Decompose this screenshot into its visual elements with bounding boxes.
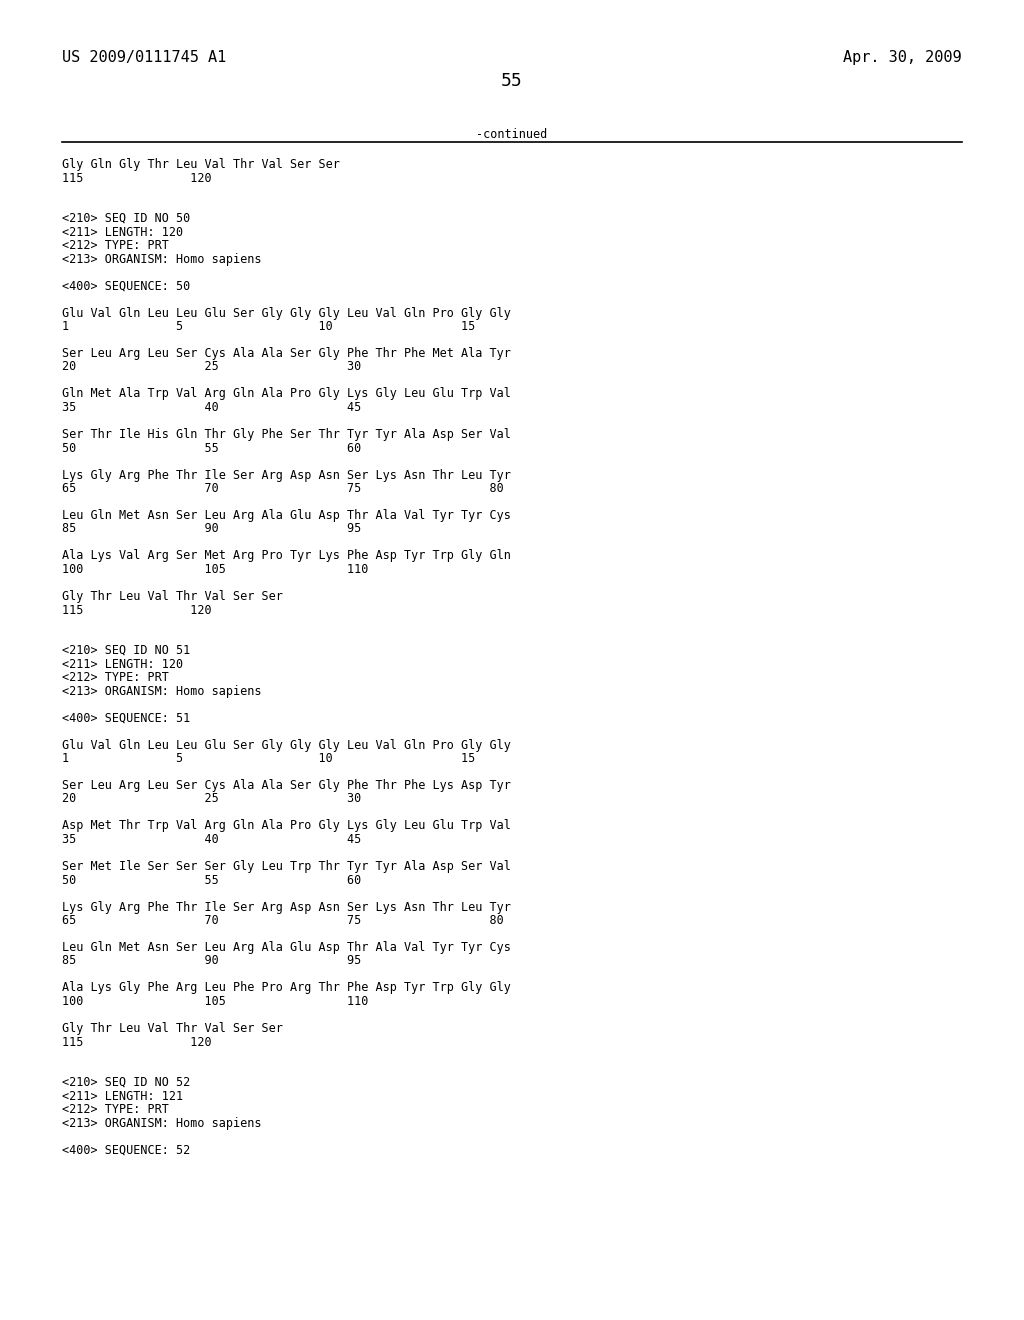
Text: 85                  90                  95: 85 90 95 (62, 523, 361, 536)
Text: Lys Gly Arg Phe Thr Ile Ser Arg Asp Asn Ser Lys Asn Thr Leu Tyr: Lys Gly Arg Phe Thr Ile Ser Arg Asp Asn … (62, 469, 511, 482)
Text: <212> TYPE: PRT: <212> TYPE: PRT (62, 1104, 169, 1115)
Text: <210> SEQ ID NO 51: <210> SEQ ID NO 51 (62, 644, 190, 657)
Text: Gln Met Ala Trp Val Arg Gln Ala Pro Gly Lys Gly Leu Glu Trp Val: Gln Met Ala Trp Val Arg Gln Ala Pro Gly … (62, 388, 511, 400)
Text: US 2009/0111745 A1: US 2009/0111745 A1 (62, 50, 226, 65)
Text: <400> SEQUENCE: 51: <400> SEQUENCE: 51 (62, 711, 190, 725)
Text: <210> SEQ ID NO 52: <210> SEQ ID NO 52 (62, 1076, 190, 1089)
Text: 85                  90                  95: 85 90 95 (62, 954, 361, 968)
Text: 115               120: 115 120 (62, 1035, 212, 1048)
Text: 35                  40                  45: 35 40 45 (62, 401, 361, 414)
Text: Ser Leu Arg Leu Ser Cys Ala Ala Ser Gly Phe Thr Phe Lys Asp Tyr: Ser Leu Arg Leu Ser Cys Ala Ala Ser Gly … (62, 779, 511, 792)
Text: 115               120: 115 120 (62, 603, 212, 616)
Text: 1               5                   10                  15: 1 5 10 15 (62, 752, 475, 766)
Text: <210> SEQ ID NO 50: <210> SEQ ID NO 50 (62, 213, 190, 224)
Text: 35                  40                  45: 35 40 45 (62, 833, 361, 846)
Text: Leu Gln Met Asn Ser Leu Arg Ala Glu Asp Thr Ala Val Tyr Tyr Cys: Leu Gln Met Asn Ser Leu Arg Ala Glu Asp … (62, 941, 511, 954)
Text: <213> ORGANISM: Homo sapiens: <213> ORGANISM: Homo sapiens (62, 1117, 261, 1130)
Text: 115               120: 115 120 (62, 172, 212, 185)
Text: Asp Met Thr Trp Val Arg Gln Ala Pro Gly Lys Gly Leu Glu Trp Val: Asp Met Thr Trp Val Arg Gln Ala Pro Gly … (62, 820, 511, 833)
Text: Ser Thr Ile His Gln Thr Gly Phe Ser Thr Tyr Tyr Ala Asp Ser Val: Ser Thr Ile His Gln Thr Gly Phe Ser Thr … (62, 428, 511, 441)
Text: <400> SEQUENCE: 50: <400> SEQUENCE: 50 (62, 280, 190, 293)
Text: <400> SEQUENCE: 52: <400> SEQUENCE: 52 (62, 1143, 190, 1156)
Text: 65                  70                  75                  80: 65 70 75 80 (62, 913, 504, 927)
Text: 50                  55                  60: 50 55 60 (62, 874, 361, 887)
Text: Gly Thr Leu Val Thr Val Ser Ser: Gly Thr Leu Val Thr Val Ser Ser (62, 590, 283, 603)
Text: 55: 55 (501, 73, 523, 90)
Text: Gly Gln Gly Thr Leu Val Thr Val Ser Ser: Gly Gln Gly Thr Leu Val Thr Val Ser Ser (62, 158, 340, 172)
Text: <211> LENGTH: 120: <211> LENGTH: 120 (62, 226, 183, 239)
Text: Glu Val Gln Leu Leu Glu Ser Gly Gly Gly Leu Val Gln Pro Gly Gly: Glu Val Gln Leu Leu Glu Ser Gly Gly Gly … (62, 738, 511, 751)
Text: Ala Lys Gly Phe Arg Leu Phe Pro Arg Thr Phe Asp Tyr Trp Gly Gly: Ala Lys Gly Phe Arg Leu Phe Pro Arg Thr … (62, 982, 511, 994)
Text: Lys Gly Arg Phe Thr Ile Ser Arg Asp Asn Ser Lys Asn Thr Leu Tyr: Lys Gly Arg Phe Thr Ile Ser Arg Asp Asn … (62, 900, 511, 913)
Text: 100                 105                 110: 100 105 110 (62, 564, 369, 576)
Text: Gly Thr Leu Val Thr Val Ser Ser: Gly Thr Leu Val Thr Val Ser Ser (62, 1022, 283, 1035)
Text: Ser Met Ile Ser Ser Ser Gly Leu Trp Thr Tyr Tyr Ala Asp Ser Val: Ser Met Ile Ser Ser Ser Gly Leu Trp Thr … (62, 861, 511, 873)
Text: Ser Leu Arg Leu Ser Cys Ala Ala Ser Gly Phe Thr Phe Met Ala Tyr: Ser Leu Arg Leu Ser Cys Ala Ala Ser Gly … (62, 347, 511, 360)
Text: 50                  55                  60: 50 55 60 (62, 441, 361, 454)
Text: <213> ORGANISM: Homo sapiens: <213> ORGANISM: Homo sapiens (62, 252, 261, 265)
Text: 20                  25                  30: 20 25 30 (62, 360, 361, 374)
Text: <212> TYPE: PRT: <212> TYPE: PRT (62, 671, 169, 684)
Text: <211> LENGTH: 121: <211> LENGTH: 121 (62, 1089, 183, 1102)
Text: 1               5                   10                  15: 1 5 10 15 (62, 319, 475, 333)
Text: Apr. 30, 2009: Apr. 30, 2009 (844, 50, 962, 65)
Text: Glu Val Gln Leu Leu Glu Ser Gly Gly Gly Leu Val Gln Pro Gly Gly: Glu Val Gln Leu Leu Glu Ser Gly Gly Gly … (62, 306, 511, 319)
Text: 100                 105                 110: 100 105 110 (62, 995, 369, 1008)
Text: Leu Gln Met Asn Ser Leu Arg Ala Glu Asp Thr Ala Val Tyr Tyr Cys: Leu Gln Met Asn Ser Leu Arg Ala Glu Asp … (62, 510, 511, 521)
Text: 65                  70                  75                  80: 65 70 75 80 (62, 482, 504, 495)
Text: Ala Lys Val Arg Ser Met Arg Pro Tyr Lys Phe Asp Tyr Trp Gly Gln: Ala Lys Val Arg Ser Met Arg Pro Tyr Lys … (62, 549, 511, 562)
Text: <211> LENGTH: 120: <211> LENGTH: 120 (62, 657, 183, 671)
Text: <213> ORGANISM: Homo sapiens: <213> ORGANISM: Homo sapiens (62, 685, 261, 697)
Text: <212> TYPE: PRT: <212> TYPE: PRT (62, 239, 169, 252)
Text: 20                  25                  30: 20 25 30 (62, 792, 361, 805)
Text: -continued: -continued (476, 128, 548, 141)
